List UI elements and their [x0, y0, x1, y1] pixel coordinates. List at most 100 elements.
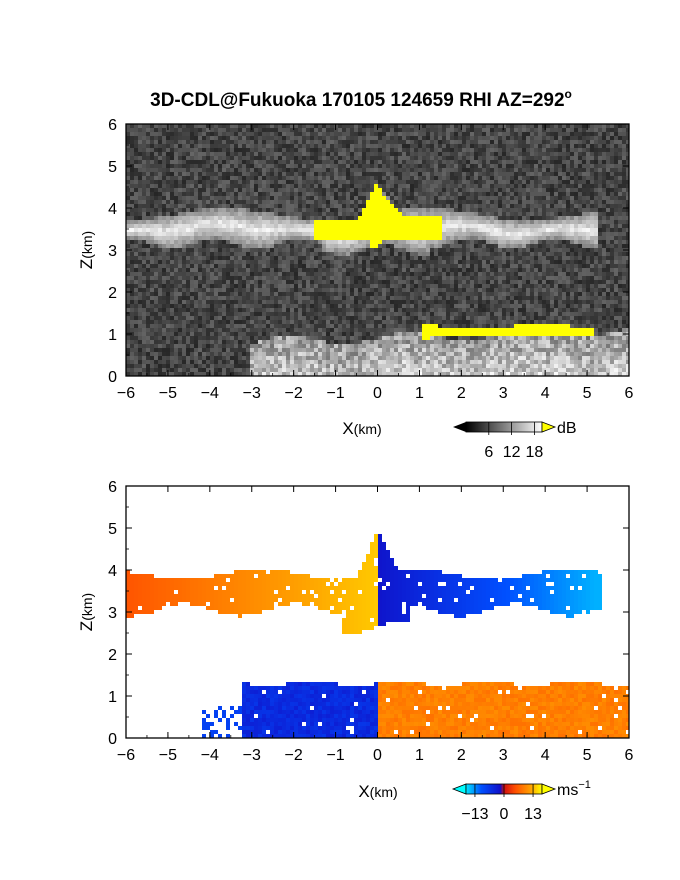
snr-cell — [454, 140, 458, 144]
snr-cell — [134, 232, 138, 236]
snr-cell — [386, 164, 390, 168]
snr-cell — [594, 224, 598, 228]
snr-cell — [462, 148, 466, 152]
snr-cell — [310, 252, 314, 256]
snr-cell — [498, 168, 502, 172]
snr-cell — [218, 208, 222, 212]
snr-cell — [202, 204, 206, 208]
snr-cell — [546, 172, 550, 176]
snr-cell — [514, 232, 518, 236]
snr-cell — [158, 180, 162, 184]
snr-cell — [410, 180, 414, 184]
snr-cell — [318, 132, 322, 136]
snr-cell — [530, 268, 534, 272]
snr-cell — [162, 168, 166, 172]
snr-cell — [302, 168, 306, 172]
snr-cell — [262, 248, 266, 252]
snr-cell — [406, 136, 410, 140]
snr-cell — [586, 276, 590, 280]
snr-cell — [226, 276, 230, 280]
snr-cell — [542, 152, 546, 156]
snr-cell — [594, 124, 598, 128]
snr-cell — [494, 268, 498, 272]
snr-cell — [434, 228, 438, 232]
snr-cell — [410, 144, 414, 148]
snr-cell — [590, 244, 594, 248]
snr-cell — [386, 276, 390, 280]
snr-cell — [626, 244, 629, 248]
snr-cell — [170, 164, 174, 168]
snr-cell — [490, 172, 494, 176]
snr-cell — [326, 252, 330, 256]
snr-cell — [230, 216, 234, 220]
snr-cell — [150, 232, 154, 236]
snr-cell — [210, 192, 214, 196]
snr-cell — [330, 192, 334, 196]
snr-cell — [270, 232, 274, 236]
snr-cell — [422, 264, 426, 268]
snr-cell — [166, 228, 170, 232]
snr-cell — [606, 272, 610, 276]
snr-cell — [378, 272, 382, 276]
snr-cell — [206, 184, 210, 188]
snr-cell — [270, 156, 274, 160]
snr-cell — [262, 140, 266, 144]
snr-cell — [234, 256, 238, 260]
snr-cell — [210, 232, 214, 236]
snr-cell — [398, 256, 402, 260]
snr-cell — [434, 216, 438, 220]
snr-cell — [294, 184, 298, 188]
snr-cell — [542, 196, 546, 200]
snr-cell — [310, 248, 314, 252]
snr-cell — [486, 136, 490, 140]
snr-cell — [150, 212, 154, 216]
snr-cell — [382, 164, 386, 168]
snr-cell — [286, 232, 290, 236]
snr-cell — [278, 176, 282, 180]
snr-cell — [530, 236, 534, 240]
snr-cell — [178, 152, 182, 156]
snr-cell — [418, 188, 422, 192]
snr-cell — [274, 132, 278, 136]
snr-cell — [326, 192, 330, 196]
snr-cell — [506, 160, 510, 164]
snr-cell — [598, 144, 602, 148]
snr-cell — [398, 220, 402, 224]
snr-cell — [162, 208, 166, 212]
snr-cell — [538, 240, 542, 244]
snr-cell — [338, 176, 342, 180]
snr-cell — [570, 124, 574, 128]
snr-cell — [454, 172, 458, 176]
snr-cell — [202, 168, 206, 172]
snr-cell — [346, 236, 350, 240]
snr-cell — [214, 124, 218, 128]
snr-cell — [238, 184, 242, 188]
snr-cell — [506, 272, 510, 276]
snr-cell — [370, 184, 374, 188]
snr-cell — [278, 156, 282, 160]
snr-cell — [146, 188, 150, 192]
snr-cell — [458, 164, 462, 168]
snr-cell — [134, 188, 138, 192]
snr-cell — [298, 260, 302, 264]
snr-cell — [470, 260, 474, 264]
snr-cell — [366, 280, 370, 284]
snr-cell — [258, 244, 262, 248]
snr-cell — [286, 220, 290, 224]
snr-cell — [270, 264, 274, 268]
snr-cell — [262, 244, 266, 248]
snr-cell — [258, 272, 262, 276]
snr-cell — [402, 188, 406, 192]
snr-cell — [158, 140, 162, 144]
snr-cell — [162, 176, 166, 180]
snr-cell — [290, 220, 294, 224]
snr-cell — [514, 256, 518, 260]
snr-cell — [278, 148, 282, 152]
snr-cell — [478, 152, 482, 156]
snr-cell — [226, 192, 230, 196]
snr-cell — [430, 208, 434, 212]
snr-cell — [514, 264, 518, 268]
snr-cell — [406, 156, 410, 160]
snr-cell — [238, 236, 242, 240]
snr-cell — [442, 192, 446, 196]
